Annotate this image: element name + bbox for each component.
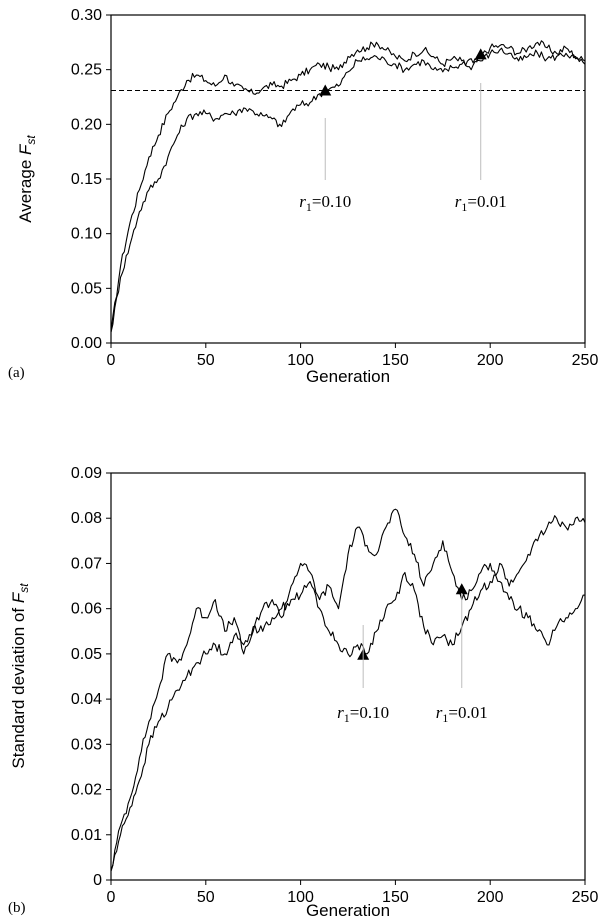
triangle-marker <box>319 84 332 96</box>
series-line-1 <box>110 508 586 872</box>
x-tick-label: 100 <box>287 889 314 906</box>
x-tick-label: 100 <box>287 352 314 369</box>
x-tick-label: 250 <box>572 889 599 906</box>
data-lines-b <box>110 508 586 872</box>
y-tick-label: 0.00 <box>71 335 102 352</box>
chart-panel-a: 0 50 100 150 200 250 0.00 0.05 0.10 0.15 0.20 0.25… <box>8 7 598 386</box>
y-tick-label: 0 <box>93 872 102 889</box>
y-tick-label: 0.09 <box>71 465 102 482</box>
y-axis-ticks-a: 0.00 0.05 0.10 0.15 0.20 0.25 0.30 <box>71 7 111 352</box>
data-lines-a <box>110 40 586 333</box>
y-axis-ticks-b: 0 0.01 0.02 0.03 0.04 0.05 0.06 0.07 0.08 0.09 <box>71 465 111 889</box>
x-tick-label: 50 <box>197 352 215 369</box>
y-axis-label-b: Standard deviation of Fst <box>9 583 31 769</box>
x-tick-label: 50 <box>197 889 215 906</box>
y-tick-label: 0.08 <box>71 510 102 527</box>
annotation-label: r1=0.10 <box>337 703 389 725</box>
y-tick-label: 0.04 <box>71 691 102 708</box>
triangle-marker <box>455 583 468 595</box>
y-tick-label: 0.01 <box>71 827 102 844</box>
annotation-label: r1=0.01 <box>455 192 507 214</box>
series-line-2 <box>110 47 586 333</box>
x-tick-label: 250 <box>572 352 599 369</box>
chart-panel-b: 0 50 100 150 200 250 0 0.01 0.02 0.03 0.04 0.05 0.0… <box>8 465 598 920</box>
y-axis-label-a: Average Fst <box>16 135 38 223</box>
y-tick-label: 0.10 <box>71 226 102 243</box>
x-tick-label: 150 <box>382 352 409 369</box>
y-tick-label: 0.15 <box>71 171 102 188</box>
x-tick-label: 200 <box>477 352 504 369</box>
x-tick-label: 0 <box>107 352 116 369</box>
panel-label-a: (a) <box>8 365 25 381</box>
x-tick-label: 0 <box>107 889 116 906</box>
plot-frame-a <box>110 14 586 344</box>
annotation-label: r1=0.01 <box>436 703 488 725</box>
annotations-b: r1=0.10 r1=0.01 <box>337 583 488 725</box>
annotation-label: r1=0.10 <box>299 192 351 214</box>
y-tick-label: 0.25 <box>71 62 102 79</box>
y-tick-label: 0.30 <box>71 7 102 24</box>
x-axis-ticks-a: 0 50 100 150 200 250 <box>107 343 599 369</box>
plot-frame-b <box>110 472 586 881</box>
x-axis-ticks-b: 0 50 100 150 200 250 <box>107 880 599 906</box>
y-tick-label: 0.06 <box>71 601 102 618</box>
triangle-marker <box>474 48 487 60</box>
y-tick-label: 0.07 <box>71 555 102 572</box>
x-axis-label-a: Generation <box>306 367 390 386</box>
y-tick-label: 0.02 <box>71 782 102 799</box>
annotations-a: r1=0.10 r1=0.01 <box>299 48 507 214</box>
x-tick-label: 200 <box>477 889 504 906</box>
x-tick-label: 150 <box>382 889 409 906</box>
panel-label-b: (b) <box>8 900 26 916</box>
series-line-2 <box>110 515 586 872</box>
y-tick-label: 0.03 <box>71 736 102 753</box>
x-axis-label-b: Generation <box>306 901 390 920</box>
y-tick-label: 0.05 <box>71 646 102 663</box>
y-tick-label: 0.20 <box>71 116 102 133</box>
series-line-1 <box>110 40 586 333</box>
y-tick-label: 0.05 <box>71 280 102 297</box>
